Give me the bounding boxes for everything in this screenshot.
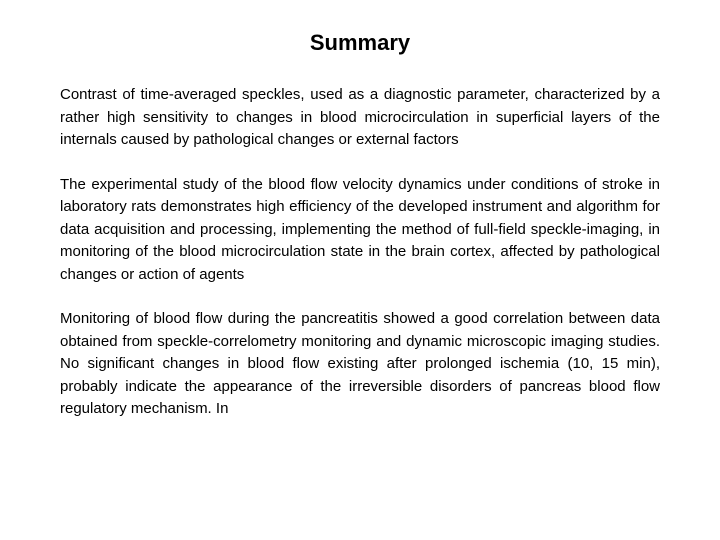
page-title: Summary xyxy=(60,30,660,56)
summary-page: Summary Contrast of time-averaged speckl… xyxy=(0,0,720,540)
summary-paragraph-2: The experimental study of the blood flow… xyxy=(60,174,660,287)
summary-paragraph-3: Monitoring of blood flow during the panc… xyxy=(60,308,660,421)
summary-paragraph-1: Contrast of time-averaged speckles, used… xyxy=(60,84,660,152)
